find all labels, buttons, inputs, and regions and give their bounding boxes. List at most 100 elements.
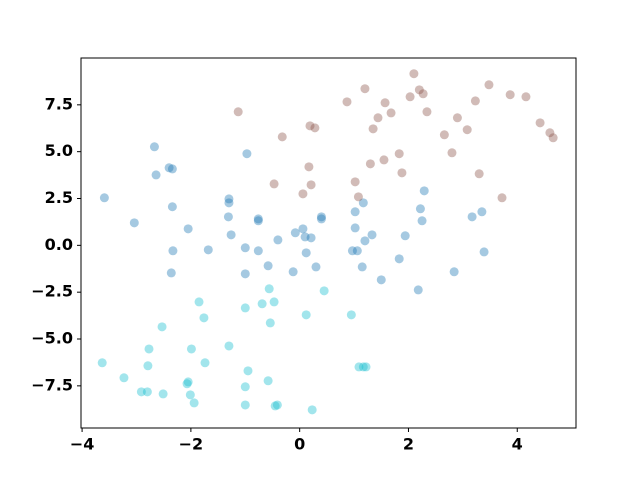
point	[368, 124, 378, 134]
point	[269, 179, 279, 189]
plot-frame	[80, 57, 577, 429]
point	[400, 231, 410, 241]
point	[484, 80, 494, 90]
point	[99, 193, 109, 203]
point	[301, 310, 311, 320]
point	[119, 373, 129, 383]
point	[224, 341, 234, 351]
point	[376, 275, 386, 285]
point	[301, 248, 311, 258]
point	[269, 297, 279, 307]
point	[305, 121, 315, 131]
point	[167, 164, 177, 174]
point	[316, 212, 326, 222]
point	[397, 168, 407, 178]
point	[360, 236, 370, 246]
point	[243, 366, 253, 376]
point	[413, 285, 423, 295]
point	[405, 92, 415, 102]
point	[224, 194, 234, 204]
point	[311, 262, 321, 272]
point	[203, 245, 213, 255]
point	[350, 223, 360, 233]
point	[226, 230, 236, 240]
point	[379, 155, 389, 165]
point	[316, 214, 326, 224]
point	[185, 390, 195, 400]
point	[545, 128, 555, 138]
point	[240, 382, 250, 392]
point	[240, 243, 250, 253]
point	[310, 123, 320, 133]
point	[129, 218, 139, 228]
point	[182, 379, 192, 389]
point	[439, 130, 449, 140]
point	[240, 303, 250, 313]
y-tick-label: −5.0	[31, 329, 73, 348]
x-tick-label: 0	[294, 435, 305, 454]
point	[270, 401, 280, 411]
point	[166, 268, 176, 278]
point	[158, 389, 168, 399]
x-tick-label: 2	[403, 435, 414, 454]
point	[394, 149, 404, 159]
point	[257, 299, 267, 309]
point	[151, 170, 161, 180]
x-tick-label: 4	[512, 435, 523, 454]
point	[447, 148, 457, 158]
point	[347, 246, 357, 256]
point	[264, 284, 274, 294]
point	[352, 246, 362, 256]
point	[194, 297, 204, 307]
point	[548, 133, 558, 143]
point	[290, 228, 300, 238]
point	[419, 186, 429, 196]
point	[449, 267, 459, 277]
point	[183, 377, 193, 387]
point	[136, 387, 146, 397]
point	[242, 149, 252, 159]
y-tick-label: 7.5	[45, 94, 73, 113]
point	[167, 202, 177, 212]
y-tick-label: −2.5	[31, 282, 73, 301]
point	[224, 198, 234, 208]
point	[149, 142, 159, 152]
point	[168, 246, 178, 256]
point	[304, 162, 314, 172]
point	[535, 118, 545, 128]
point	[474, 169, 484, 179]
point	[414, 85, 424, 95]
point	[477, 207, 487, 217]
y-tick-label: 2.5	[45, 188, 73, 207]
point	[357, 262, 367, 272]
point	[273, 235, 283, 245]
point	[183, 224, 193, 234]
point	[415, 204, 425, 214]
point	[233, 107, 243, 117]
point	[272, 400, 282, 410]
point	[470, 96, 480, 106]
point	[253, 216, 263, 226]
point	[350, 177, 360, 187]
point	[298, 224, 308, 234]
point	[422, 107, 432, 117]
point	[186, 344, 196, 354]
point	[306, 233, 316, 243]
point	[307, 405, 317, 415]
point	[319, 286, 329, 296]
point	[263, 261, 273, 271]
point	[360, 84, 370, 94]
point	[353, 192, 363, 202]
x-tick-label: −2	[179, 435, 204, 454]
point	[367, 230, 377, 240]
point	[263, 376, 273, 386]
point	[143, 361, 153, 371]
point	[409, 69, 419, 79]
point	[479, 247, 489, 257]
point	[189, 398, 199, 408]
point	[521, 92, 531, 102]
point	[300, 232, 310, 242]
point	[365, 159, 375, 169]
point	[265, 318, 275, 328]
